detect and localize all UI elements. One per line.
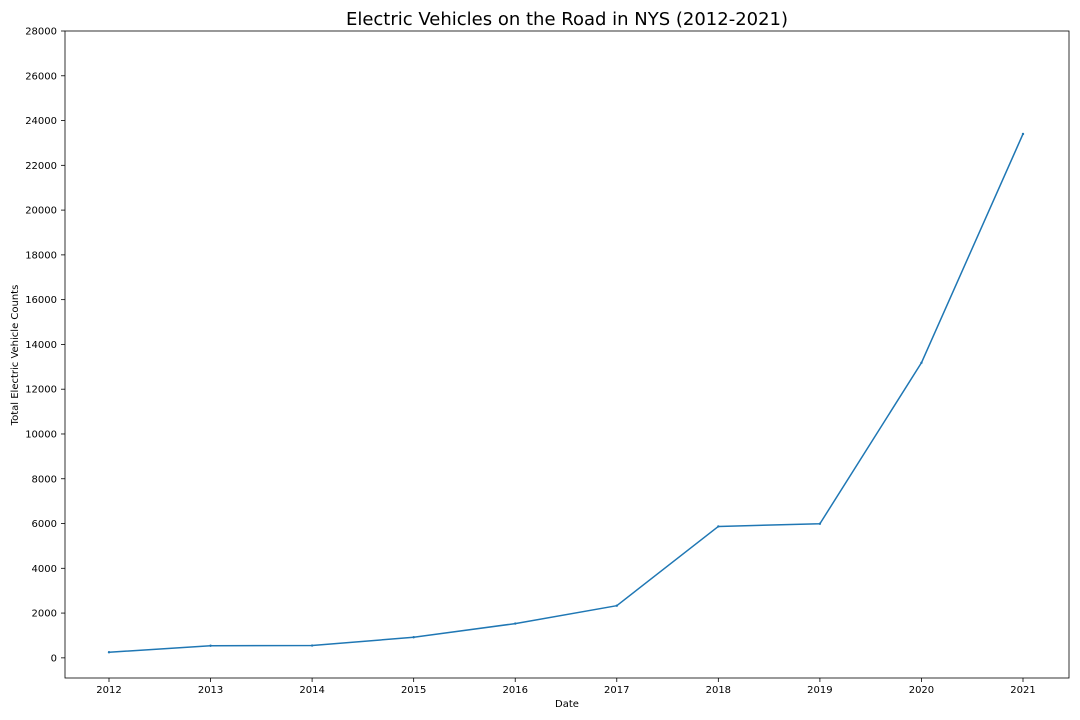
y-tick-label: 14000 bbox=[25, 340, 57, 351]
x-tick-label: 2018 bbox=[706, 685, 731, 696]
y-tick-label: 10000 bbox=[25, 429, 57, 440]
x-tick-label: 2019 bbox=[807, 685, 832, 696]
x-tick-label: 2013 bbox=[198, 685, 223, 696]
y-tick-label: 26000 bbox=[25, 71, 57, 82]
data-point-2012 bbox=[107, 651, 111, 654]
x-axis-label: Date bbox=[555, 699, 579, 710]
data-point-2016 bbox=[514, 622, 517, 625]
y-tick-label: 28000 bbox=[25, 27, 57, 38]
x-tick-label: 2020 bbox=[909, 685, 934, 696]
data-point-2018 bbox=[717, 525, 720, 528]
y-tick-label: 18000 bbox=[25, 250, 57, 261]
y-tick-label: 16000 bbox=[25, 295, 57, 306]
y-tick-label: 12000 bbox=[25, 385, 57, 396]
x-tick-label: 2012 bbox=[96, 685, 121, 696]
data-point-2021 bbox=[1021, 132, 1025, 136]
data-point-2017 bbox=[615, 604, 618, 607]
y-tick-label: 20000 bbox=[25, 206, 57, 217]
data-point-2020 bbox=[920, 361, 923, 364]
x-axis: 2012 2013 2014 2015 2016 2017 2018 2019 2020 2021 bbox=[96, 678, 1036, 696]
plot-area bbox=[107, 132, 1025, 654]
y-tick-label: 0 bbox=[51, 653, 57, 664]
axes-frame bbox=[64, 30, 1070, 679]
data-point-2014 bbox=[310, 644, 314, 647]
y-tick-label: 22000 bbox=[25, 161, 57, 172]
x-tick-label: 2016 bbox=[502, 685, 527, 696]
x-tick-label: 2021 bbox=[1010, 685, 1035, 696]
x-tick-label: 2014 bbox=[299, 685, 324, 696]
data-point-2019 bbox=[818, 522, 822, 525]
y-axis-label: Total Electric Vehicle Counts bbox=[10, 285, 21, 427]
series-line-0 bbox=[108, 133, 1024, 653]
y-tick-label: 4000 bbox=[32, 564, 57, 575]
x-tick-label: 2017 bbox=[604, 685, 629, 696]
y-tick-label: 2000 bbox=[32, 609, 57, 620]
y-tick-label: 24000 bbox=[25, 116, 57, 127]
y-tick-label: 6000 bbox=[32, 519, 57, 530]
data-point-2013 bbox=[209, 644, 212, 647]
y-tick-label: 8000 bbox=[32, 474, 57, 485]
chart-title: Electric Vehicles on the Road in NYS (20… bbox=[346, 9, 788, 30]
x-tick-label: 2015 bbox=[401, 685, 426, 696]
y-axis: 0 2000 4000 6000 8000 10000 12000 14000 16000 180… bbox=[25, 27, 65, 664]
data-point-2015 bbox=[412, 636, 415, 639]
